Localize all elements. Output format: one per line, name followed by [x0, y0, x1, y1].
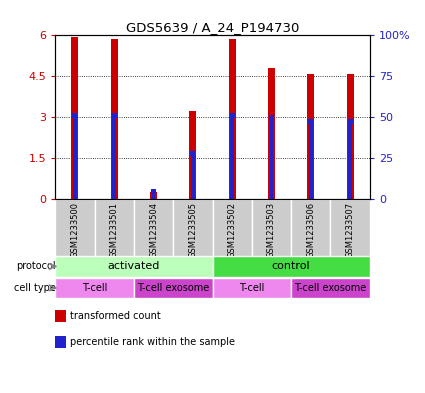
Bar: [212, 199, 252, 256]
Text: protocol: protocol: [17, 261, 56, 272]
Bar: [71, 37, 79, 199]
Bar: [55, 256, 212, 277]
Bar: [346, 73, 354, 199]
Text: GSM1233505: GSM1233505: [188, 202, 197, 258]
Bar: [269, 116, 274, 120]
Bar: [269, 117, 273, 200]
Bar: [348, 119, 353, 124]
Text: GSM1233501: GSM1233501: [110, 202, 119, 258]
Text: T-cell: T-cell: [82, 283, 107, 293]
Text: GSM1233507: GSM1233507: [346, 202, 354, 258]
Bar: [268, 68, 275, 199]
Bar: [308, 119, 313, 124]
Bar: [348, 121, 352, 200]
Text: T-cell exosome: T-cell exosome: [137, 283, 209, 293]
Bar: [55, 199, 94, 256]
Bar: [230, 113, 235, 118]
Text: T-cell exosome: T-cell exosome: [294, 283, 366, 293]
Bar: [173, 199, 212, 256]
Title: GDS5639 / A_24_P194730: GDS5639 / A_24_P194730: [126, 21, 299, 34]
Bar: [309, 121, 313, 200]
Bar: [112, 115, 116, 200]
Text: activated: activated: [108, 261, 160, 272]
Bar: [73, 115, 77, 200]
Bar: [191, 152, 195, 200]
Bar: [152, 191, 156, 200]
Text: control: control: [272, 261, 310, 272]
Bar: [229, 39, 236, 199]
Bar: [212, 256, 370, 277]
Bar: [110, 39, 118, 199]
Bar: [252, 199, 291, 256]
Text: GSM1233500: GSM1233500: [71, 202, 79, 258]
Bar: [291, 277, 370, 298]
Bar: [190, 151, 196, 156]
Bar: [151, 189, 156, 194]
Bar: [307, 74, 314, 199]
Bar: [72, 113, 77, 118]
Text: transformed count: transformed count: [70, 311, 161, 321]
Bar: [189, 111, 196, 199]
Text: GSM1233503: GSM1233503: [267, 202, 276, 258]
Text: GSM1233502: GSM1233502: [228, 202, 237, 258]
Bar: [331, 199, 370, 256]
Bar: [134, 277, 212, 298]
Bar: [291, 199, 331, 256]
Bar: [134, 199, 173, 256]
Text: GSM1233504: GSM1233504: [149, 202, 158, 258]
Bar: [94, 199, 134, 256]
Text: percentile rank within the sample: percentile rank within the sample: [70, 337, 235, 347]
Bar: [212, 277, 291, 298]
Bar: [112, 113, 117, 118]
Bar: [55, 277, 134, 298]
Bar: [150, 192, 157, 199]
Text: GSM1233506: GSM1233506: [306, 202, 315, 258]
Bar: [230, 115, 234, 200]
Text: cell type: cell type: [14, 283, 56, 293]
Text: T-cell: T-cell: [239, 283, 264, 293]
